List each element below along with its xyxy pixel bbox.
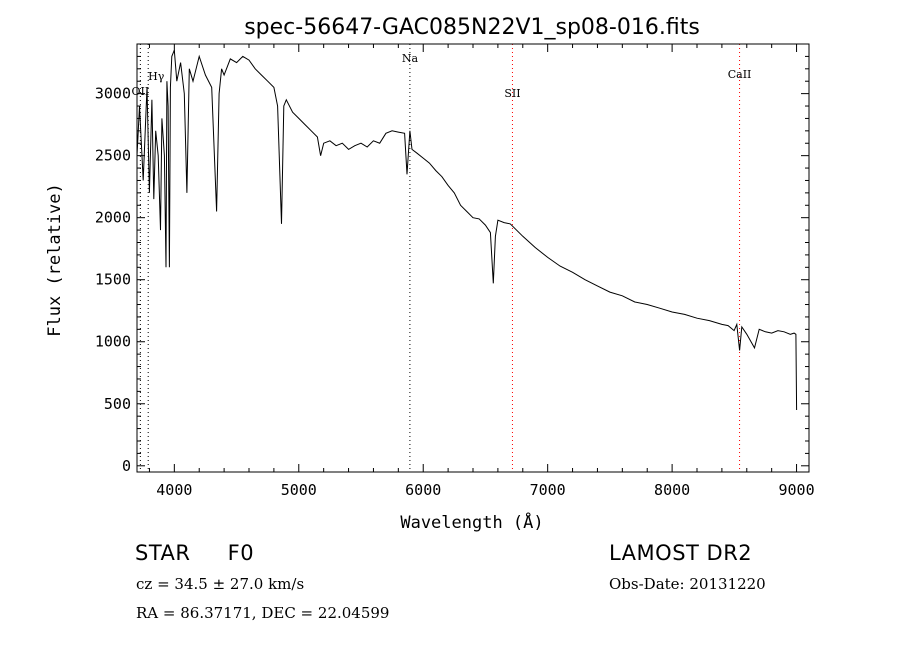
y-tick-label-0: 0 bbox=[122, 457, 131, 475]
plot-frame bbox=[136, 43, 810, 473]
line-label-1: OII bbox=[132, 85, 150, 98]
y-axis-ticks: 0 500 1000 1500 2000 2500 3000 bbox=[95, 55, 809, 475]
x-tick-label-0: 4000 bbox=[156, 481, 192, 499]
redshift-label: cz = 34.5 ± 27.0 km/s bbox=[136, 575, 305, 593]
class-label: STAR bbox=[135, 541, 191, 565]
x-axis-label: Wavelength (Å) bbox=[400, 511, 543, 533]
x-tick-label-1: 5000 bbox=[281, 481, 317, 499]
y-tick-label-3: 1500 bbox=[95, 271, 131, 289]
survey-label: LAMOST DR2 bbox=[609, 541, 753, 565]
object-class: STAR F0 bbox=[135, 541, 254, 565]
chart-title: spec-56647-GAC085N22V1_sp08-016.fits bbox=[244, 15, 700, 40]
x-tick-label-5: 9000 bbox=[778, 481, 814, 499]
line-label-4: CaII bbox=[728, 68, 752, 81]
y-tick-label-1: 500 bbox=[104, 395, 131, 413]
y-tick-label-5: 2500 bbox=[95, 147, 131, 165]
line-label-3: SII bbox=[504, 87, 520, 100]
x-axis-ticks: 4000 5000 6000 7000 8000 9000 bbox=[148, 44, 815, 499]
x-tick-label-3: 7000 bbox=[530, 481, 566, 499]
x-tick-label-4: 8000 bbox=[654, 481, 690, 499]
coords-label: RA = 86.37171, DEC = 22.04599 bbox=[136, 604, 390, 622]
y-axis-label: Flux (relative) bbox=[45, 183, 65, 337]
obs-date-label: Obs-Date: 20131220 bbox=[609, 575, 766, 593]
line-label-2: Na bbox=[402, 52, 419, 65]
line-label-0: Hγ bbox=[148, 70, 165, 83]
y-tick-label-6: 3000 bbox=[95, 85, 131, 103]
subclass-label: F0 bbox=[227, 541, 255, 565]
x-tick-label-2: 6000 bbox=[405, 481, 441, 499]
y-tick-label-2: 1000 bbox=[95, 333, 131, 351]
spectrum-series-line bbox=[136, 50, 798, 411]
y-tick-label-4: 2000 bbox=[95, 209, 131, 227]
spectral-line-markers: Hγ OII Na SII CaII bbox=[132, 44, 752, 472]
